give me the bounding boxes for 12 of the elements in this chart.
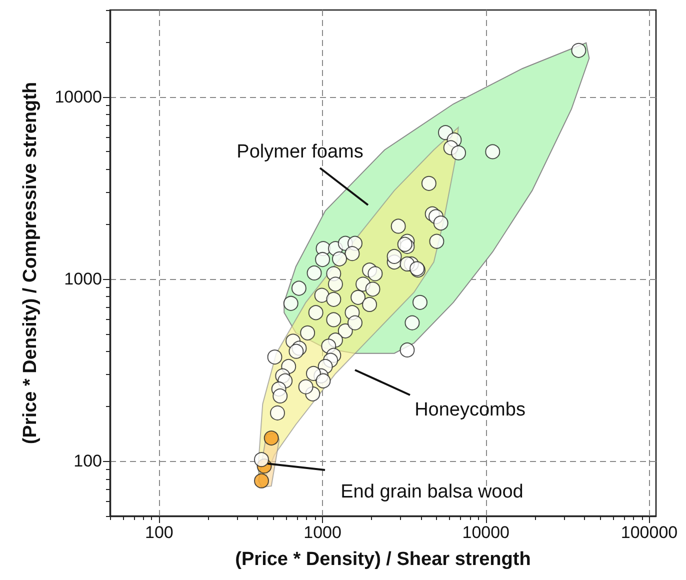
x-tick-label: 100 xyxy=(144,523,174,542)
x-tick-label: 100000 xyxy=(620,523,678,542)
x-tick-label: 10000 xyxy=(462,523,510,542)
y-axis-title: (Price * Density) / Compressive strength xyxy=(20,82,41,444)
y-tick-label: 1000 xyxy=(64,270,102,289)
y-tick-label: 10000 xyxy=(54,87,102,106)
annotation: Honeycombs xyxy=(414,400,526,420)
annotation: Polymer foams xyxy=(236,142,364,162)
y-tick-label: 100 xyxy=(74,452,102,471)
x-axis-title: (Price * Density) / Shear strength xyxy=(235,549,531,570)
annotation: End grain balsa wood xyxy=(340,482,524,502)
x-tick-label: 1000 xyxy=(304,523,342,542)
